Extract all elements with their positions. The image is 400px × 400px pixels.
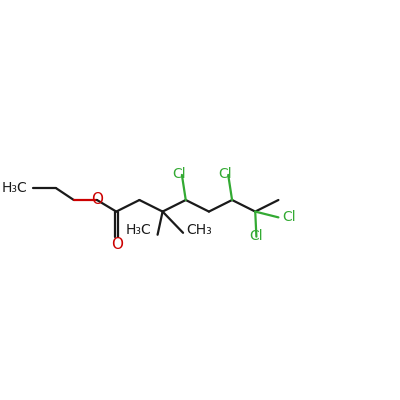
Text: Cl: Cl bbox=[282, 210, 296, 224]
Text: H₃C: H₃C bbox=[125, 223, 151, 237]
Text: H₃C: H₃C bbox=[2, 182, 28, 196]
Text: Cl: Cl bbox=[172, 167, 186, 181]
Text: O: O bbox=[111, 237, 123, 252]
Text: Cl: Cl bbox=[219, 167, 232, 181]
Text: Cl: Cl bbox=[250, 229, 263, 243]
Text: CH₃: CH₃ bbox=[186, 223, 212, 237]
Text: O: O bbox=[91, 192, 103, 208]
